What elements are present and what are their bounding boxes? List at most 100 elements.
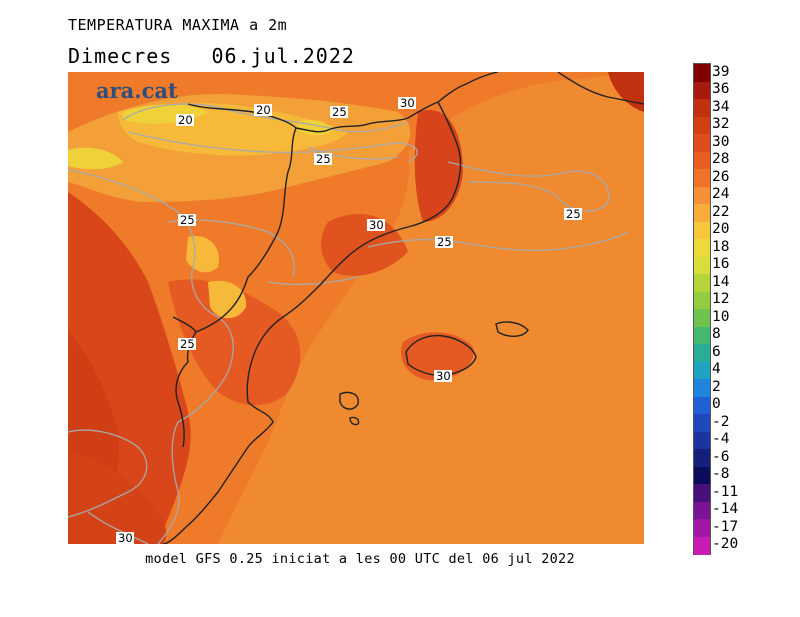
cold-spot-3	[68, 147, 123, 170]
legend-label: 20	[712, 221, 730, 238]
island-formentera	[349, 416, 360, 426]
contour-label: 30	[369, 218, 384, 232]
legend-swatch	[694, 414, 710, 432]
ara-cat-logo: ara.cat	[96, 78, 178, 103]
legend-label: 32	[712, 116, 730, 133]
contour-label-bg	[564, 208, 582, 220]
legend-swatch	[694, 396, 710, 415]
legend-label: 34	[712, 98, 730, 115]
legend-swatch	[694, 519, 710, 537]
contour-label-bg	[116, 532, 134, 544]
contour-line	[157, 371, 229, 544]
contour-label: 25	[180, 337, 195, 351]
legend-label: 22	[712, 203, 730, 220]
legend-label: 36	[712, 81, 730, 98]
legend-swatch	[694, 501, 710, 520]
legend-label: 14	[712, 273, 730, 290]
legend-label: 18	[712, 238, 730, 255]
contour-label-bg	[330, 106, 348, 118]
legend-swatch	[694, 484, 710, 502]
contour-label-bg	[435, 236, 453, 248]
legend-label: 24	[712, 186, 730, 203]
legend-swatch	[694, 186, 710, 205]
contour-label: 30	[118, 531, 133, 544]
map-svg: 20 20 25 30 25 25 30 25 25 25 30 30	[68, 72, 644, 544]
legend-swatch	[694, 256, 710, 275]
legend-label: 30	[712, 133, 730, 150]
legend-swatch	[694, 151, 710, 170]
borders	[162, 72, 644, 544]
contour-label-bg	[398, 97, 416, 109]
coast-france	[557, 72, 644, 105]
legend-swatch	[694, 291, 710, 310]
legend-swatch	[694, 361, 710, 380]
legend-swatch	[694, 536, 710, 555]
legend-label: 0	[712, 396, 721, 413]
legend-label: -17	[712, 518, 739, 535]
islands	[339, 321, 529, 426]
legend-label: 4	[712, 361, 721, 378]
contour-label-bg	[176, 114, 194, 126]
legend-label: 12	[712, 291, 730, 308]
legend-label: -11	[712, 483, 739, 500]
border-inland	[175, 361, 189, 448]
cool-patch-2	[208, 280, 247, 319]
legend-label: 28	[712, 151, 730, 168]
warm-zone-coast-ne	[414, 110, 463, 222]
legend-swatch	[694, 309, 710, 327]
contour-label: 25	[437, 235, 452, 249]
legend-swatch	[694, 326, 710, 345]
contour-line	[367, 231, 629, 252]
legend-label: -20	[712, 536, 739, 553]
legend-swatch	[694, 344, 710, 362]
contour-label: 25	[332, 105, 347, 119]
contour-line	[127, 131, 418, 163]
contour-line	[267, 276, 359, 286]
contour-label-bg	[314, 153, 332, 165]
temperature-map: 20 20 25 30 25 25 30 25 25 25 30 30	[68, 72, 644, 544]
legend-swatch	[694, 81, 710, 100]
legend-swatch	[694, 99, 710, 117]
legend-label: -8	[712, 466, 730, 483]
legend-label: 39	[712, 63, 730, 80]
legend-swatch	[694, 431, 710, 450]
legend-label: 26	[712, 168, 730, 185]
contour-label: 20	[256, 103, 271, 117]
island-ibiza	[339, 391, 359, 410]
subtitle-day: Dimecres	[68, 44, 173, 68]
contour-line	[68, 169, 234, 373]
contour-label-bg	[367, 219, 385, 231]
subtitle-date: 06.jul.2022	[211, 44, 355, 68]
contour-label: 25	[180, 213, 195, 227]
legend-swatch	[694, 379, 710, 397]
contour-lines	[68, 103, 629, 544]
legend-swatch	[694, 64, 710, 82]
legend-swatch	[694, 274, 710, 292]
contour-label: 30	[400, 96, 415, 110]
map-title: TEMPERATURA MAXIMA a 2m	[68, 16, 288, 34]
legend-swatch	[694, 239, 710, 257]
contour-line	[122, 103, 409, 133]
legend-swatch	[694, 134, 710, 152]
legend-label: 8	[712, 326, 721, 343]
legend-label: -6	[712, 448, 730, 465]
border-valencia	[172, 316, 197, 363]
contour-label-bg	[178, 338, 196, 350]
legend-swatch	[694, 221, 710, 240]
model-run-caption: model GFS 0.25 iniciat a les 00 UTC del …	[145, 551, 575, 567]
island-mallorca	[405, 334, 477, 377]
contour-line	[68, 429, 148, 518]
border-catalonia-west	[195, 127, 297, 333]
border-france	[437, 72, 499, 103]
legend-label: -2	[712, 413, 730, 430]
legend-label: -14	[712, 501, 739, 518]
legend-label: -4	[712, 431, 730, 448]
legend-label: 6	[712, 343, 721, 360]
contour-label: 30	[436, 369, 451, 383]
contour-label-bg	[178, 214, 196, 226]
border-pyrenees	[187, 101, 439, 133]
contour-line	[307, 146, 399, 160]
legend-swatch	[694, 466, 710, 485]
map-subtitle: Dimecres 06.jul.2022	[68, 44, 355, 68]
coastline-east	[162, 101, 462, 544]
